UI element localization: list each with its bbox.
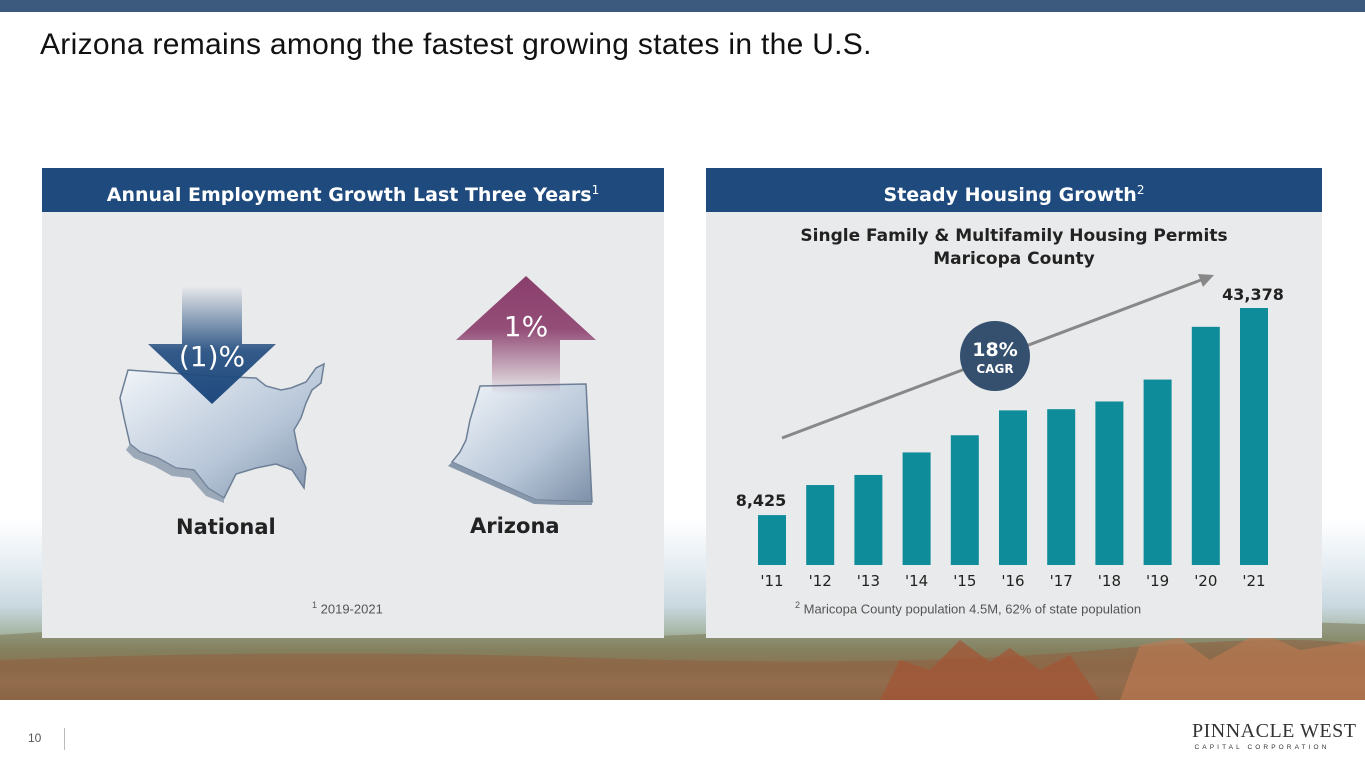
employment-panel-header: Annual Employment Growth Last Three Year… (42, 168, 664, 212)
bar-20 (1191, 326, 1220, 565)
x-tick-label: '17 (1050, 572, 1073, 590)
cagr-label: CAGR (976, 362, 1013, 376)
housing-permits-chart: '11 '12 '13 '14 '15 '16 '17 '18 '19 '20 '21 18% CA… (736, 274, 1284, 590)
housing-growth-panel: Steady Housing Growth2 Single Family & M… (706, 168, 1322, 638)
arizona-growth-value: 1% (503, 310, 549, 343)
landscape-art (0, 618, 1365, 700)
down-arrow-icon (148, 286, 276, 404)
x-tick-label: '14 (905, 572, 928, 590)
employment-header-note: 1 (591, 183, 600, 197)
chart-title-line1: Single Family & Multifamily Housing Perm… (800, 226, 1228, 246)
national-growth-value: (1)% (178, 340, 246, 373)
x-tick-label: '20 (1194, 572, 1217, 590)
bar-18 (1095, 401, 1124, 565)
chart-title-line2: Maricopa County (933, 249, 1095, 269)
pinnacle-west-logo: PINNACLE WEST CAPITAL CORPORATION (1192, 720, 1357, 751)
first-bar-data-label: 8,425 (736, 491, 787, 510)
top-accent-bar (0, 0, 1365, 12)
housing-footnote-text: Maricopa County population 4.5M, 62% of … (800, 601, 1142, 617)
chart-title: Single Family & Multifamily Housing Perm… (706, 225, 1322, 271)
housing-header-text: Steady Housing Growth (883, 184, 1137, 206)
bar-19 (1143, 379, 1172, 565)
bar-21 (1240, 308, 1268, 565)
bar-11 (758, 515, 786, 565)
trend-arrow-head (1198, 274, 1214, 287)
arizona-label: Arizona (470, 514, 560, 538)
x-tick-group: '11 '12 '13 '14 '15 '16 '17 '18 '19 '20 '21 (760, 572, 1265, 590)
last-bar-data-label: 43,378 (1222, 285, 1284, 304)
x-tick-label: '11 (760, 572, 783, 590)
housing-footnote-mark: 2 (795, 600, 801, 610)
footer-divider (64, 728, 65, 750)
x-tick-label: '13 (857, 572, 880, 590)
employment-footnote-mark: 1 (312, 600, 318, 610)
national-label: National (176, 515, 276, 539)
page-number: 10 (28, 731, 42, 745)
bar-15 (950, 435, 979, 565)
page-title: Arizona remains among the fastest growin… (40, 28, 872, 61)
arizona-map-icon (448, 383, 593, 505)
employment-growth-panel: Annual Employment Growth Last Three Year… (42, 168, 664, 638)
bar-16 (999, 410, 1027, 565)
housing-header-note: 2 (1136, 183, 1145, 197)
bar-13 (854, 474, 883, 565)
cagr-callout-circle (960, 321, 1030, 391)
x-tick-label: '19 (1146, 572, 1169, 590)
employment-header-text: Annual Employment Growth Last Three Year… (106, 184, 592, 206)
bar-group (758, 308, 1268, 565)
x-tick-label: '12 (809, 572, 832, 590)
employment-footnote: 1 2019-2021 (312, 600, 383, 616)
employment-footnote-text: 2019-2021 (317, 601, 383, 617)
bar-17 (1047, 409, 1076, 565)
x-tick-label: '21 (1242, 572, 1265, 590)
x-tick-label: '18 (1098, 572, 1121, 590)
logo-subtitle: CAPITAL CORPORATION (1194, 744, 1330, 751)
bar-12 (806, 485, 835, 565)
x-tick-label: '15 (953, 572, 976, 590)
bar-14 (902, 452, 931, 565)
us-map-icon (119, 362, 325, 503)
x-tick-label: '16 (1001, 572, 1024, 590)
cagr-value: 18% (972, 339, 1017, 361)
logo-name: PINNACLE WEST (1192, 720, 1357, 742)
housing-footnote: 2 Maricopa County population 4.5M, 62% o… (795, 600, 1141, 616)
housing-panel-header: Steady Housing Growth2 (706, 168, 1322, 212)
up-arrow-icon (456, 276, 596, 394)
